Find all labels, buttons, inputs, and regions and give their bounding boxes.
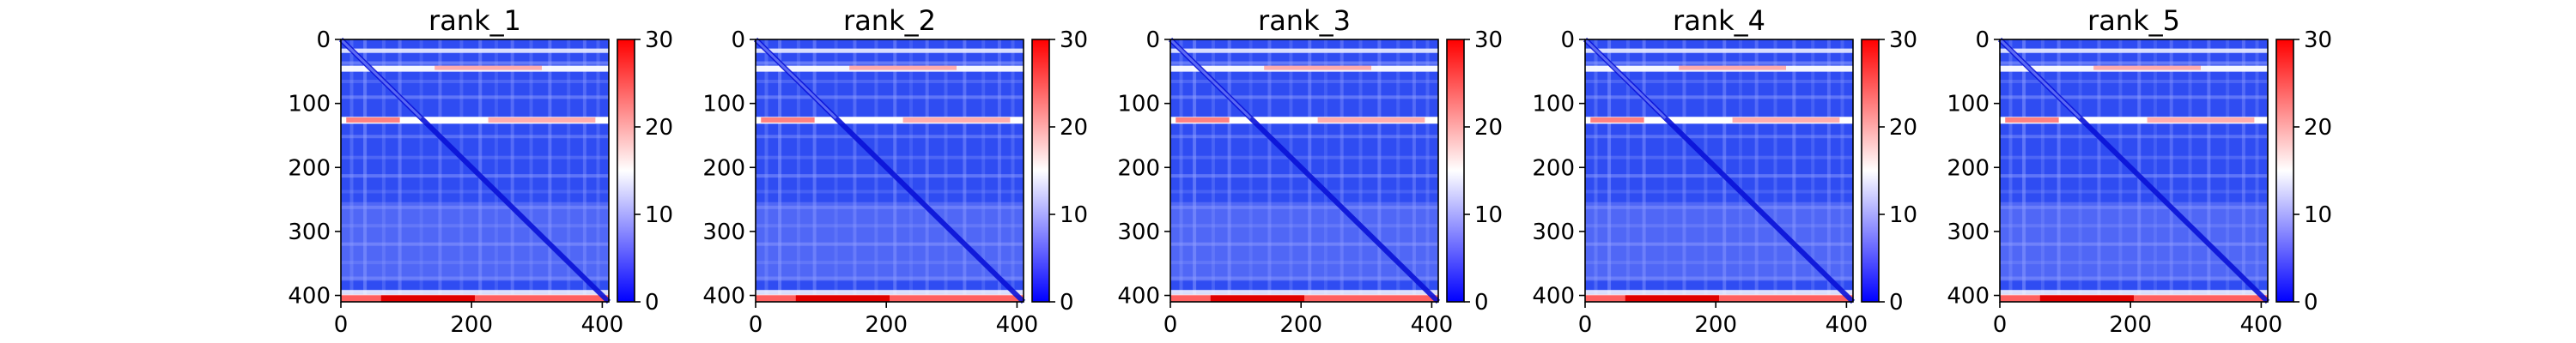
colorbar [1862,39,1879,302]
x-tick-label: 200 [450,312,493,338]
x-tick-label: 400 [1826,312,1868,338]
y-tick-label: 400 [1532,284,1575,310]
colorbar-frame [1446,39,1465,303]
colorbar-tick-label: 10 [1474,202,1503,228]
y-tick-label: 0 [1145,27,1160,53]
colorbar-tick-label: 20 [1060,115,1088,141]
x-tick-label: 200 [1694,312,1737,338]
heatmap-image [1997,37,2270,304]
x-tick-label: 0 [1163,312,1178,338]
colorbar-tick-label: 20 [2304,115,2332,141]
y-tick-label: 300 [1947,220,1990,245]
colorbar-tick-label: 0 [645,290,659,316]
x-tick-label: 0 [1993,312,2008,338]
y-tick-label: 200 [1117,155,1160,181]
y-tick-label: 100 [1117,92,1160,117]
x-tick-label: 0 [749,312,763,338]
colorbar-tick-label: 30 [645,27,673,53]
x-tick-label: 400 [581,312,624,338]
colorbar-tick-label: 30 [2304,27,2332,53]
panel-title: rank_3 [1258,4,1351,37]
panel-title: rank_4 [1673,4,1765,37]
colorbar [617,39,635,302]
x-tick-label: 0 [334,312,349,338]
y-tick-label: 0 [731,27,745,53]
x-tick-label: 400 [2240,312,2283,338]
axes-frame [1170,39,1439,303]
y-tick-label: 100 [1532,92,1575,117]
heatmap-image [753,37,1026,304]
heatmap-image [1583,37,1856,304]
axes-frame [1584,39,1854,303]
colorbar-tick-label: 0 [1060,290,1074,316]
colorbar-tick-label: 30 [1474,27,1503,53]
x-tick-label: 200 [2109,312,2152,338]
x-tick-label: 0 [1578,312,1593,338]
colorbar [1032,39,1049,302]
y-tick-label: 300 [288,220,331,245]
y-tick-label: 100 [288,92,331,117]
axes-frame [755,39,1024,303]
colorbar-tick-label: 10 [645,202,673,228]
y-tick-label: 400 [288,284,331,310]
y-tick-label: 0 [316,27,331,53]
colorbar-frame [1861,39,1880,303]
colorbar-frame [617,39,635,303]
y-tick-label: 100 [1947,92,1990,117]
colorbar-tick-label: 10 [2304,202,2332,228]
y-tick-label: 300 [1532,220,1575,245]
y-tick-label: 200 [702,155,745,181]
colorbar-tick-label: 30 [1060,27,1088,53]
colorbar-tick-label: 10 [1889,202,1917,228]
colorbar [1447,39,1464,302]
colorbar-tick-label: 0 [2304,290,2318,316]
x-tick-label: 200 [865,312,908,338]
y-tick-label: 0 [1560,27,1575,53]
x-tick-label: 400 [1411,312,1454,338]
y-tick-label: 400 [702,284,745,310]
colorbar-tick-label: 0 [1889,290,1904,316]
y-tick-label: 200 [1532,155,1575,181]
y-tick-label: 300 [1117,220,1160,245]
colorbar-tick-label: 0 [1474,290,1489,316]
y-tick-label: 400 [1117,284,1160,310]
colorbar [2276,39,2293,302]
panel-title: rank_1 [428,4,521,37]
panel-title: rank_5 [2087,4,2180,37]
y-tick-label: 200 [1947,155,1990,181]
x-tick-label: 400 [996,312,1039,338]
y-tick-label: 400 [1947,284,1990,310]
axes-frame [340,39,610,303]
colorbar-frame [1031,39,1050,303]
heatmap-image [1168,37,1441,304]
colorbar-tick-label: 20 [1889,115,1917,141]
y-tick-label: 100 [702,92,745,117]
colorbar-tick-label: 30 [1889,27,1917,53]
heatmap-image [338,37,611,304]
colorbar-tick-label: 20 [1474,115,1503,141]
y-tick-label: 300 [702,220,745,245]
y-tick-label: 0 [1975,27,1990,53]
y-tick-label: 200 [288,155,331,181]
panel-title: rank_2 [843,4,936,37]
colorbar-tick-label: 20 [645,115,673,141]
colorbar-frame [2275,39,2294,303]
colorbar-tick-label: 10 [1060,202,1088,228]
axes-frame [1999,39,2269,303]
x-tick-label: 200 [1279,312,1322,338]
